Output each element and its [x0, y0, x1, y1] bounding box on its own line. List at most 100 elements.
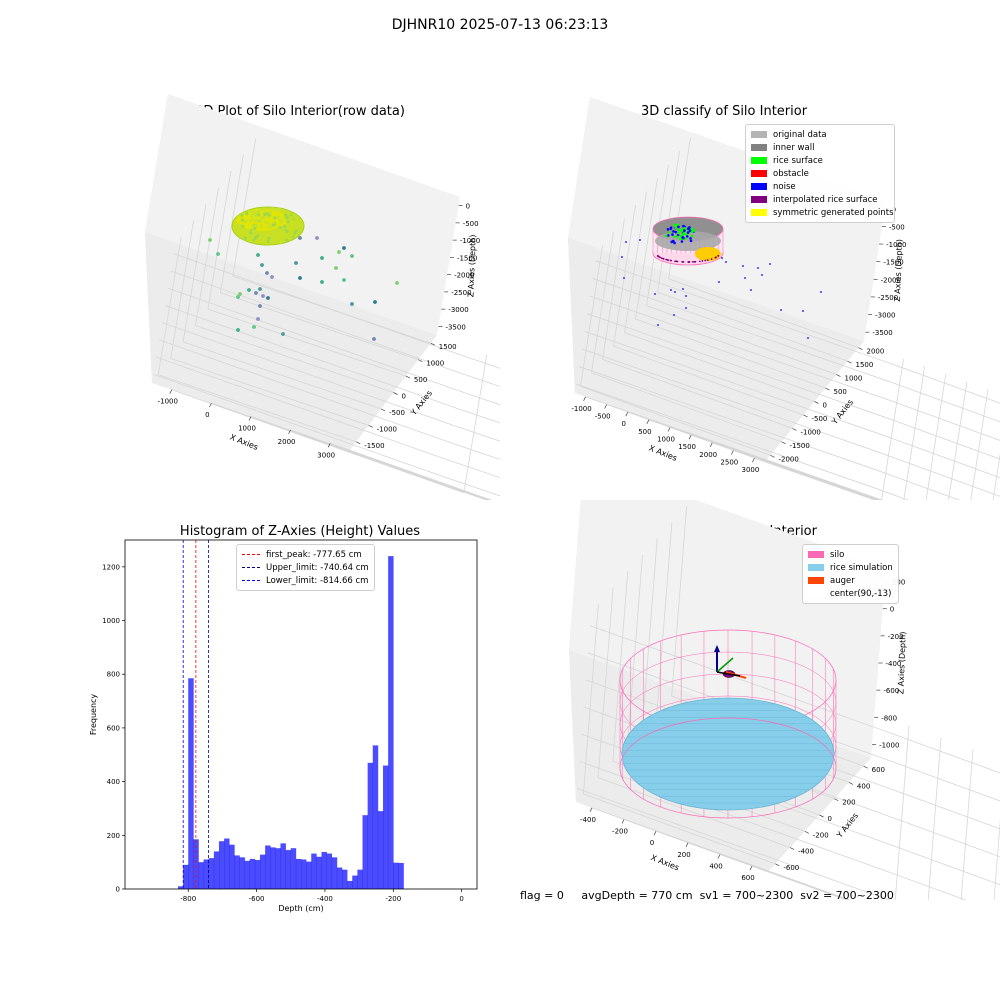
x-tick-label: -400: [580, 816, 596, 824]
surface-point: [252, 210, 256, 214]
grid-y-wall: [157, 236, 182, 375]
z-tick-label: -800: [881, 714, 897, 722]
histogram-axes: -800 -600 -400 -200 0 0 200 400 600 800 1000 1200 De…: [89, 539, 478, 913]
surface-point: [293, 231, 297, 235]
rice-point: [680, 229, 684, 233]
legend-swatch: [751, 209, 767, 216]
z-tick-label: -3500: [445, 323, 465, 331]
surface-point: [272, 237, 277, 242]
histogram-bar: [372, 745, 379, 889]
y-tick-label: 400: [107, 778, 120, 786]
surface-point: [283, 232, 288, 237]
raw-point: [208, 238, 212, 242]
interpolated-point: [667, 259, 670, 261]
panel3-legend: first_peak: -777.65 cm Upper_limit: -740.…: [236, 544, 375, 591]
histogram-bar: [234, 855, 240, 889]
histogram-bar: [326, 853, 333, 889]
noise-point: [685, 307, 687, 309]
panel3-title: Histogram of Z-Axies (Height) Values: [179, 524, 421, 539]
histogram-bar: [249, 858, 256, 889]
grid-y: [182, 341, 382, 410]
raw-point: [247, 288, 251, 292]
panel4-3d-simulation: -400-2000200400600-600-400-2000200400600…: [569, 500, 1000, 900]
legend-label: Lower_limit: -814.66 cm: [266, 575, 369, 586]
surface-point: [266, 239, 270, 243]
raw-point: [270, 275, 274, 279]
grid-z: [587, 652, 1000, 802]
surface-point: [276, 227, 280, 231]
grid-x-back: [927, 737, 942, 900]
x-tick: [688, 435, 692, 440]
y-tick-label: 600: [107, 724, 120, 732]
histogram-bar: [265, 845, 271, 889]
raw-point: [350, 302, 354, 306]
y-tick: [858, 347, 863, 351]
surface-point: [249, 218, 253, 223]
x-tick-label: -600: [249, 895, 265, 903]
surface-point: [253, 226, 257, 231]
x-tick: [749, 866, 753, 871]
y-tick-label: 500: [414, 376, 427, 384]
grid-y-wall: [232, 138, 257, 277]
x-tick: [589, 807, 593, 812]
z-tick-label: -2500: [878, 294, 898, 302]
x-tick: [288, 429, 291, 435]
surface-point: [272, 233, 276, 238]
grid-x: [211, 402, 488, 500]
pane-floor: [568, 238, 864, 462]
z-tick-label: -500: [889, 223, 905, 231]
noise-point: [750, 289, 752, 291]
x-tick-label: -1000: [158, 398, 178, 406]
surface-point: [256, 234, 260, 238]
raw-point: [216, 252, 220, 256]
noise-point: [666, 234, 670, 237]
y-tick-label: 1000: [845, 375, 863, 383]
y-tick-label: -600: [783, 864, 799, 872]
legend-entry: first_peak: -777.65 cm: [242, 548, 369, 561]
histogram-bar: [301, 859, 307, 889]
grid-y-wall: [627, 554, 643, 746]
z-tick-label: -3500: [872, 329, 892, 337]
grid-x: [733, 450, 877, 500]
noise-point: [802, 310, 804, 312]
y-tick: [430, 342, 435, 346]
raw-point: [281, 332, 285, 336]
grid-y-wall: [612, 571, 629, 762]
grid-z: [159, 339, 500, 460]
histogram-bar: [290, 848, 297, 889]
interpolated-point: [665, 258, 667, 261]
surface-point: [283, 224, 287, 229]
histogram-bar: [342, 869, 348, 889]
surface-point: [250, 235, 254, 240]
raw-point: [342, 278, 346, 282]
noise-point: [769, 263, 771, 265]
surface-point: [280, 208, 284, 213]
noise-point: [674, 230, 678, 234]
y-tick: [847, 360, 852, 364]
grid-z: [587, 313, 1000, 460]
raw-point: [334, 266, 338, 270]
surface-point: [270, 230, 275, 234]
legend-entry: center(90,-13): [808, 587, 893, 600]
legend-entry: auger: [808, 574, 893, 587]
x-tick-label: -200: [385, 895, 401, 903]
y-tick: [775, 863, 780, 867]
surface-point: [258, 219, 262, 223]
noise-point: [654, 293, 656, 295]
surface-point: [260, 216, 264, 220]
rice-point: [684, 232, 688, 236]
raw-point: [252, 325, 256, 329]
panel4-legend: silo rice simulation auger center(90,-13): [802, 544, 899, 604]
rice-point: [674, 224, 678, 228]
noise-point: [725, 261, 727, 263]
x-tick-label: -200: [612, 828, 628, 836]
y-tick-label: 1500: [439, 343, 457, 351]
surface-point: [248, 231, 253, 235]
grid-y-wall: [182, 203, 207, 342]
legend-entry: Upper_limit: -740.64 cm: [242, 561, 369, 574]
legend-entry: rice simulation: [808, 561, 893, 574]
grid-x-back: [992, 452, 1000, 500]
grid-z: [153, 373, 500, 497]
histogram-bar: [224, 838, 230, 889]
panel4-axes-box: [569, 500, 1000, 900]
